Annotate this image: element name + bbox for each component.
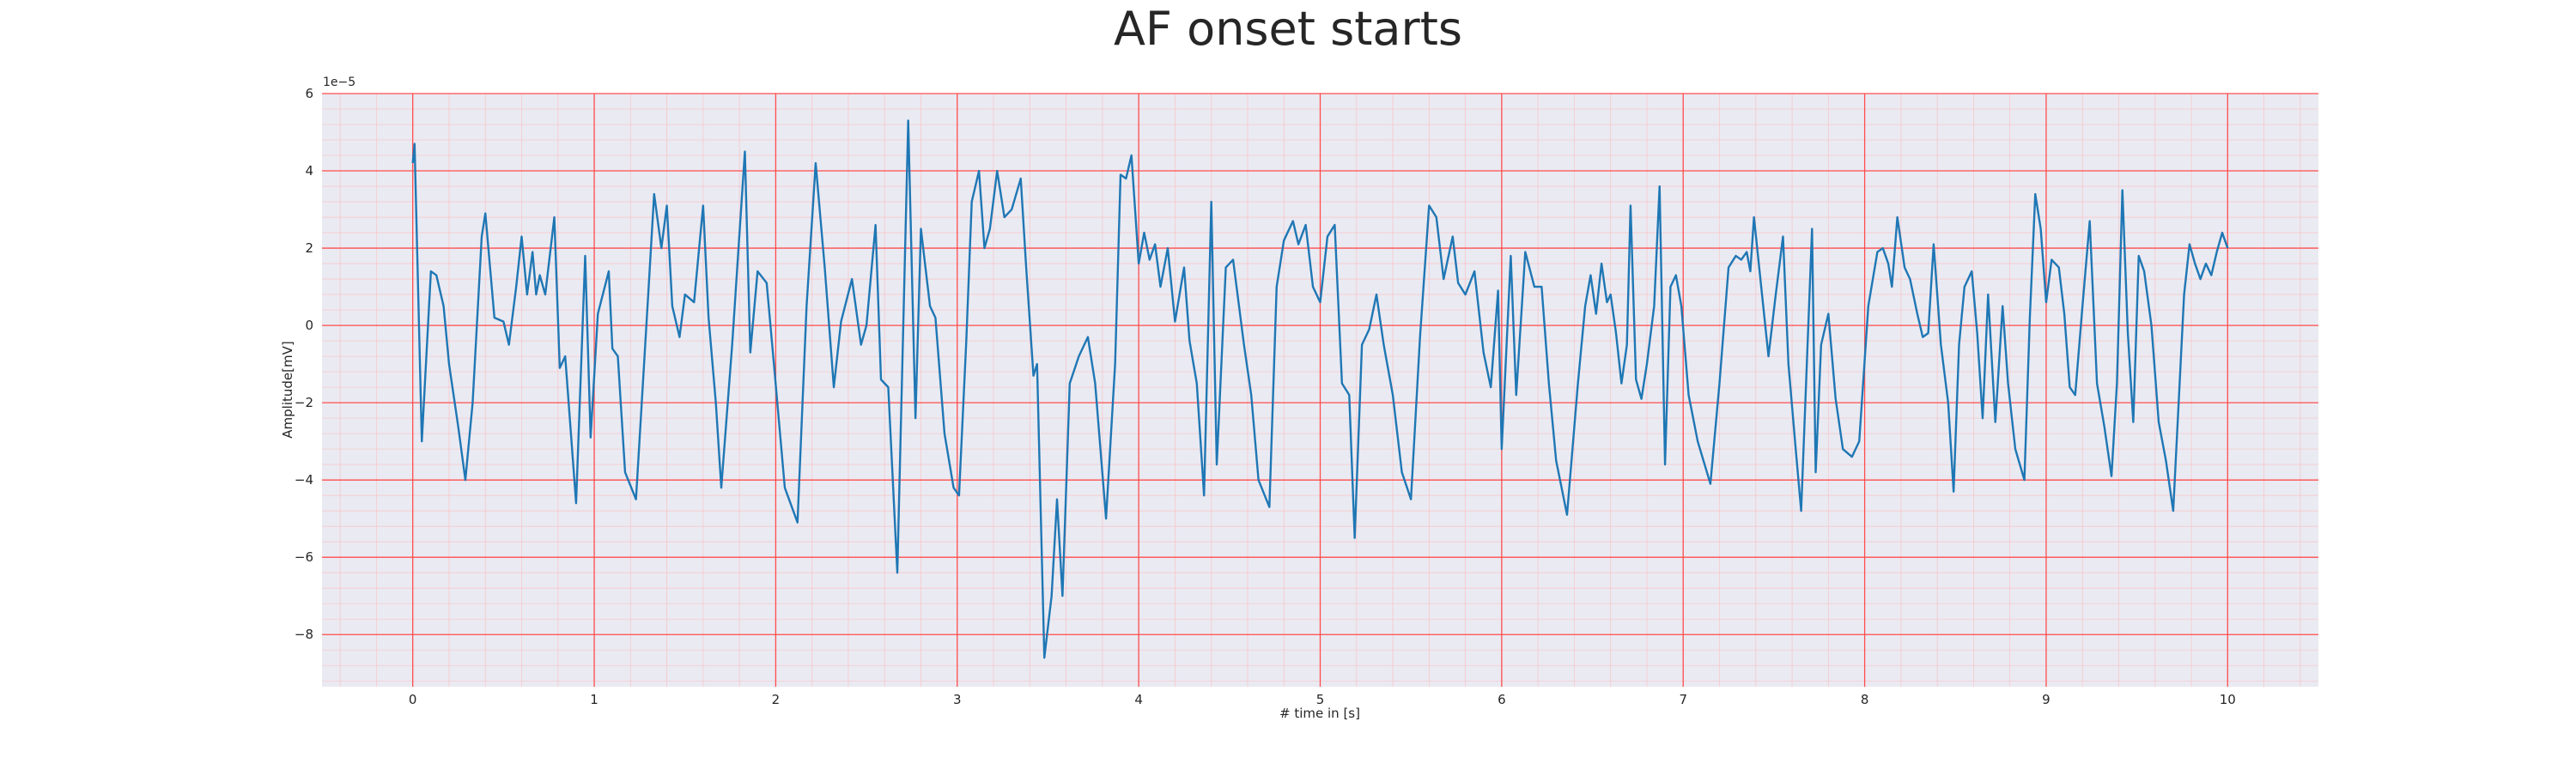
- y-tick-label: −8: [295, 627, 313, 642]
- x-axis-label: # time in [s]: [1279, 706, 1360, 721]
- y-offset-label: 1e−5: [323, 76, 355, 89]
- x-tick-label: 9: [2042, 692, 2050, 707]
- marks: [411, 119, 2229, 659]
- y-tick-label: −6: [295, 549, 313, 565]
- x-tick-label: 0: [409, 692, 417, 707]
- y-tick-label: 4: [305, 163, 313, 179]
- chart-title: AF onset starts: [1114, 2, 1462, 56]
- y-tick-label: −2: [295, 395, 313, 410]
- y-axis-label: Amplitude[mV]: [280, 341, 295, 438]
- y-tick-label: 2: [305, 240, 313, 256]
- x-tick-label: 3: [953, 692, 962, 707]
- x-tick-label: 4: [1134, 692, 1143, 707]
- x-tick-label: 8: [1861, 692, 1869, 707]
- y-tick-label: 6: [305, 86, 313, 101]
- x-tick-label: 6: [1498, 692, 1506, 707]
- signal-line: [411, 119, 2229, 659]
- y-tick-label: −4: [295, 472, 313, 488]
- x-tick-label: 5: [1316, 692, 1325, 707]
- x-tick-label: 7: [1679, 692, 1687, 707]
- x-tick-label: 2: [772, 692, 781, 707]
- x-tick-label: 10: [2220, 692, 2236, 707]
- x-tick-label: 1: [590, 692, 598, 707]
- y-tick-label: 0: [305, 318, 313, 333]
